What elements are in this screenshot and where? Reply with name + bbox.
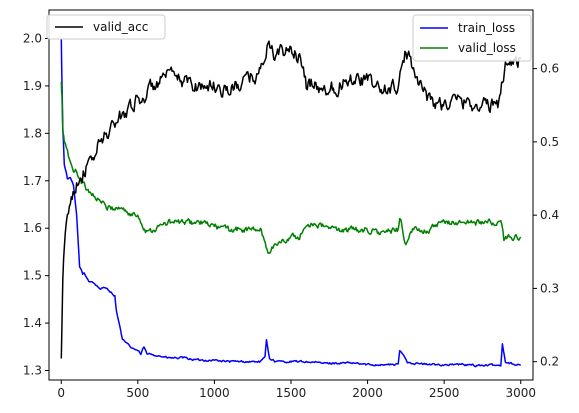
legend-left-box bbox=[46, 14, 166, 40]
x-tick-label: 3000 bbox=[505, 386, 536, 400]
legend-left: valid_acc bbox=[46, 14, 166, 40]
y-axis-left: 1.3 1.4 1.5 1.6 1.7 1.8 1.9 2.0 bbox=[23, 31, 49, 378]
x-tick-label: 2000 bbox=[352, 386, 383, 400]
y-right-tick-label: 0.2 bbox=[540, 355, 559, 369]
y-left-tick-label: 1.4 bbox=[23, 316, 42, 330]
legend-valid-loss-label: valid_loss bbox=[458, 41, 516, 55]
y-right-tick-label: 0.5 bbox=[540, 135, 559, 149]
series-lines bbox=[60, 38, 522, 368]
series-line-train-loss bbox=[60, 38, 522, 368]
y-left-tick-label: 1.5 bbox=[23, 269, 42, 283]
x-tick-label: 2500 bbox=[429, 386, 460, 400]
legend-train-loss-label: train_loss bbox=[458, 21, 515, 35]
legend-valid-acc-label: valid_acc bbox=[93, 20, 148, 34]
y-right-tick-label: 0.3 bbox=[540, 281, 559, 295]
x-tick-label: 500 bbox=[126, 386, 149, 400]
y-left-tick-label: 1.7 bbox=[23, 174, 42, 188]
plot-background bbox=[49, 10, 533, 380]
x-tick-label: 1000 bbox=[199, 386, 230, 400]
series-line-valid-acc bbox=[60, 40, 522, 359]
x-tick-label: 1500 bbox=[276, 386, 307, 400]
legend-right: train_loss valid_loss bbox=[412, 14, 532, 62]
series-line-valid-loss bbox=[60, 81, 522, 254]
y-left-tick-label: 2.0 bbox=[23, 31, 42, 45]
y-left-tick-label: 1.9 bbox=[23, 79, 42, 93]
legend-right-box bbox=[412, 14, 532, 62]
y-right-tick-label: 0.6 bbox=[540, 62, 559, 76]
y-right-tick-label: 0.4 bbox=[540, 208, 559, 222]
y-left-tick-label: 1.6 bbox=[23, 221, 42, 235]
x-axis: 0 500 1000 1500 2000 2500 3000 bbox=[57, 380, 536, 400]
y-left-tick-label: 1.8 bbox=[23, 126, 42, 140]
y-axis-right: 0.2 0.3 0.4 0.5 0.6 bbox=[533, 62, 559, 369]
x-tick-label: 0 bbox=[57, 386, 65, 400]
y-left-tick-label: 1.3 bbox=[23, 364, 42, 378]
